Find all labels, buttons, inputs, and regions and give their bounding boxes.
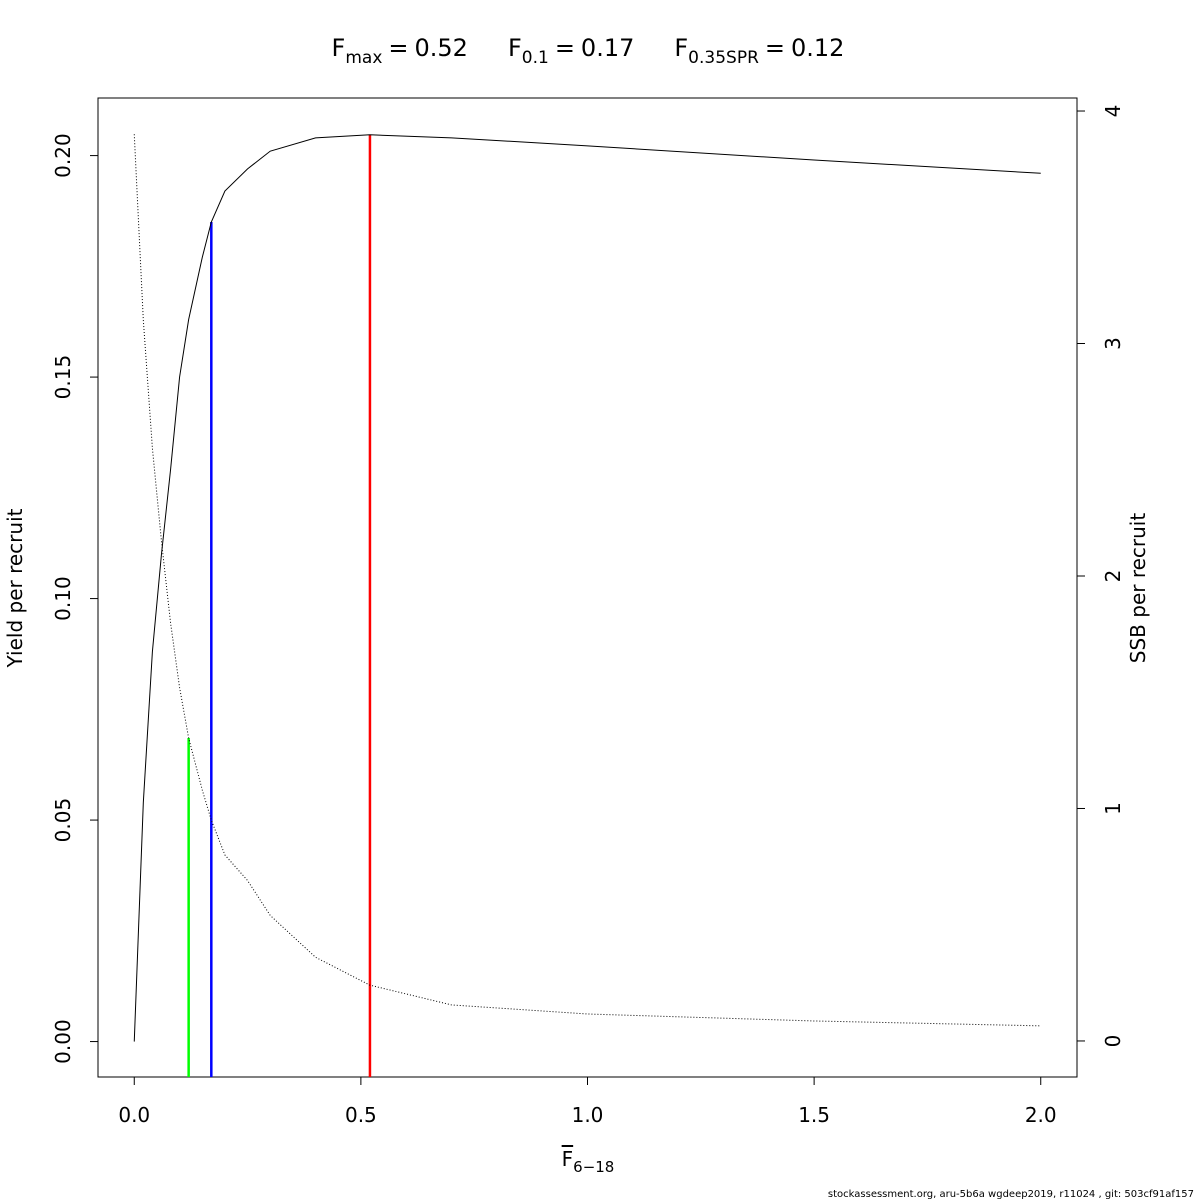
y-tick-label: 0.10 — [51, 576, 75, 621]
x-tick-label: 1.5 — [798, 1103, 830, 1127]
title-symbol: F — [332, 34, 346, 62]
y2-tick-label: 4 — [1101, 105, 1125, 118]
title-relation: = — [765, 34, 785, 62]
footer: stockassessment.org, aru-5b6a wgdeep2019… — [828, 1189, 1194, 1200]
title-subscript: max — [345, 48, 382, 68]
chart-title: Fmax = 0.52 F0.1 = 0.17 F0.35SPR = 0.12 — [332, 34, 845, 68]
series-line — [133, 134, 1041, 1027]
y2-tick-label: 2 — [1101, 570, 1125, 583]
title-value: 0.52 — [415, 34, 468, 62]
y-tick-label: 0.20 — [51, 133, 75, 178]
y2-tick-label: 0 — [1101, 1035, 1125, 1048]
x-tick-label: 0.0 — [118, 1103, 150, 1127]
title-symbol: F — [508, 34, 522, 62]
x-axis-label: F6−18 — [562, 1147, 615, 1176]
y-tick-label: 0.00 — [51, 1019, 75, 1064]
y-tick-label: 0.15 — [51, 355, 75, 400]
title-subscript: 0.35SPR — [688, 48, 759, 68]
title-subscript: 0.1 — [522, 48, 549, 68]
x-tick-label: 0.5 — [345, 1103, 377, 1127]
title-value: 0.17 — [581, 34, 634, 62]
y2-tick-label: 1 — [1101, 802, 1125, 815]
series-line — [133, 134, 1041, 1042]
plot-frame — [97, 97, 1078, 1078]
y-tick-label: 0.05 — [51, 798, 75, 843]
x-tick-label: 1.0 — [572, 1103, 604, 1127]
x-label-symbol: F — [562, 1147, 574, 1171]
x-label-subscript: 6−18 — [573, 1158, 614, 1176]
title-relation: = — [555, 34, 575, 62]
y2-tick-label: 3 — [1101, 337, 1125, 350]
title-symbol: F — [674, 34, 688, 62]
x-tick-label: 2.0 — [1025, 1103, 1057, 1127]
title-relation: = — [388, 34, 408, 62]
y2-axis-label: SSB per recruit — [1126, 513, 1150, 664]
y-axis-label: Yield per recruit — [3, 508, 27, 668]
title-value: 0.12 — [791, 34, 844, 62]
